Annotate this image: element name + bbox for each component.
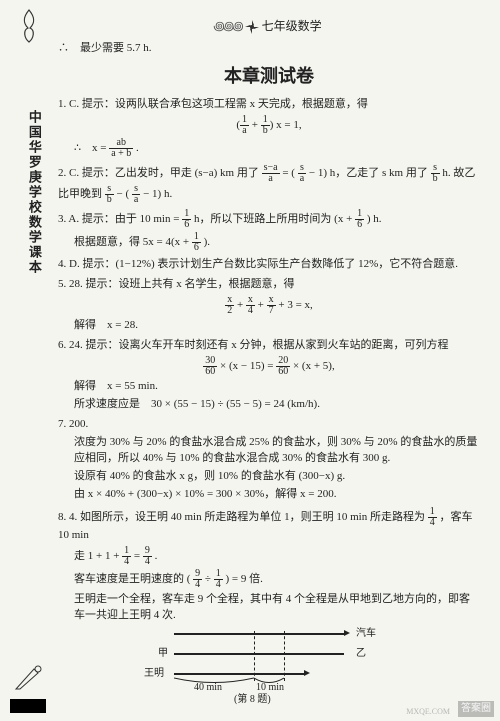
line2: 根据题意，得 5x = 4(x + 16 ). — [74, 232, 480, 253]
page-header: ꩜꩜꩜ 七年级数学 — [58, 18, 480, 35]
q8-diagram: 汽车 甲 乙 王明 40 min 10 min (第 8 题) — [144, 627, 394, 707]
ans: A. — [68, 213, 79, 225]
item-5: 5. 28. 提示：设班上共有 x 名学生，根据题意，得 x2 + x4 + x… — [58, 277, 480, 334]
watermark: 答案圈 — [458, 701, 494, 718]
formula: x2 + x4 + x7 + 3 = x, — [58, 295, 480, 316]
line2: 走 1 + 1 + 14 = 94 . — [74, 546, 480, 567]
num: 2. — [58, 167, 66, 179]
content: ∴ 最少需要 5.7 h. 本章测试卷 1. C. 提示：设两队联合承包这项工程… — [58, 41, 480, 707]
formula: (1a + 1b) x = 1, — [58, 115, 480, 136]
item-4: 4. D. 提示：(1−12%) 表示计划生产台数比实际生产台数降低了 12%，… — [58, 257, 480, 273]
page: ꩜꩜꩜ 七年级数学 中国华罗庚学校数学课本 ∴ 最少需要 5.7 h. 本章测试… — [0, 0, 500, 721]
ans: 24. — [69, 339, 83, 351]
watermark-url: MXQE.COM — [406, 706, 450, 718]
ans: C. — [69, 167, 79, 179]
preamble-line: ∴ 最少需要 5.7 h. — [58, 41, 480, 57]
header-subject: 七年级数学 — [262, 19, 322, 33]
hint: 提示：设两队联合承包这项工程需 x 天完成，根据题意，得 — [82, 98, 368, 110]
sidebar-title: 中国华罗庚学校数学课本 — [24, 110, 43, 275]
num: 6. — [58, 339, 66, 351]
line4: 王明走一个全程，客车走 9 个全程，其中有 4 个全程是从甲地到乙地方向的，即客… — [74, 592, 480, 624]
final: 所求速度应是 30 × (55 − 15) ÷ (55 − 5) = 24 (k… — [74, 397, 480, 413]
chapter-title: 本章测试卷 — [58, 63, 480, 89]
item-6: 6. 24. 提示：设离火车开车时刻还有 x 分钟，根据从家到火车站的距离，可列… — [58, 338, 480, 413]
ans: 200. — [69, 418, 88, 430]
footer-decor-icon — [14, 661, 44, 691]
lbl-bus: 汽车 — [356, 627, 376, 642]
conclusion: ∴ x = aba + b . — [74, 138, 480, 159]
num: 7. — [58, 418, 66, 430]
pinwheel-icon — [245, 19, 262, 33]
num: 4. — [58, 258, 66, 270]
solve: 解得 x = 55 min. — [74, 379, 480, 395]
item-8: 8. 4. 如图所示，设王明 40 min 所走路程为单位 1，则王明 10 m… — [58, 507, 480, 708]
num: 1. — [58, 98, 66, 110]
lbl-a: 甲 — [158, 647, 168, 662]
lbl-wm: 王明 — [144, 667, 164, 682]
item-7: 7. 200. 浓度为 30% 与 20% 的食盐水混合成 25% 的食盐水，则… — [58, 417, 480, 503]
lbl-b: 乙 — [356, 647, 366, 662]
num: 3. — [58, 213, 66, 225]
item-3: 3. A. 提示：由于 10 min = 16 h，所以下班路上所用时间为 (x… — [58, 209, 480, 253]
ans: 4. — [69, 511, 77, 523]
solve: 解得 x = 28. — [74, 318, 480, 334]
num: 8. — [58, 511, 66, 523]
num: 5. — [58, 278, 66, 290]
line3: 客车速度是王明速度的 ( 94 ÷ 14 ) = 9 倍. — [74, 569, 480, 590]
ans: 28. — [69, 278, 83, 290]
formula: 3060 × (x − 15) = 2060 × (x + 5), — [58, 356, 480, 377]
header-decor-icon — [14, 8, 44, 48]
ans: D. — [69, 258, 80, 270]
caption: (第 8 题) — [234, 693, 271, 708]
ans: C. — [69, 98, 79, 110]
curly-left-icon: ꩜꩜꩜ — [213, 18, 241, 35]
item-2: 2. C. 提示：乙出发时，甲走 (s−a) km 用了 s−aa = ( sa… — [58, 163, 480, 205]
footer-black-block — [10, 699, 46, 713]
item-1: 1. C. 提示：设两队联合承包这项工程需 x 天完成，根据题意，得 (1a +… — [58, 97, 480, 159]
